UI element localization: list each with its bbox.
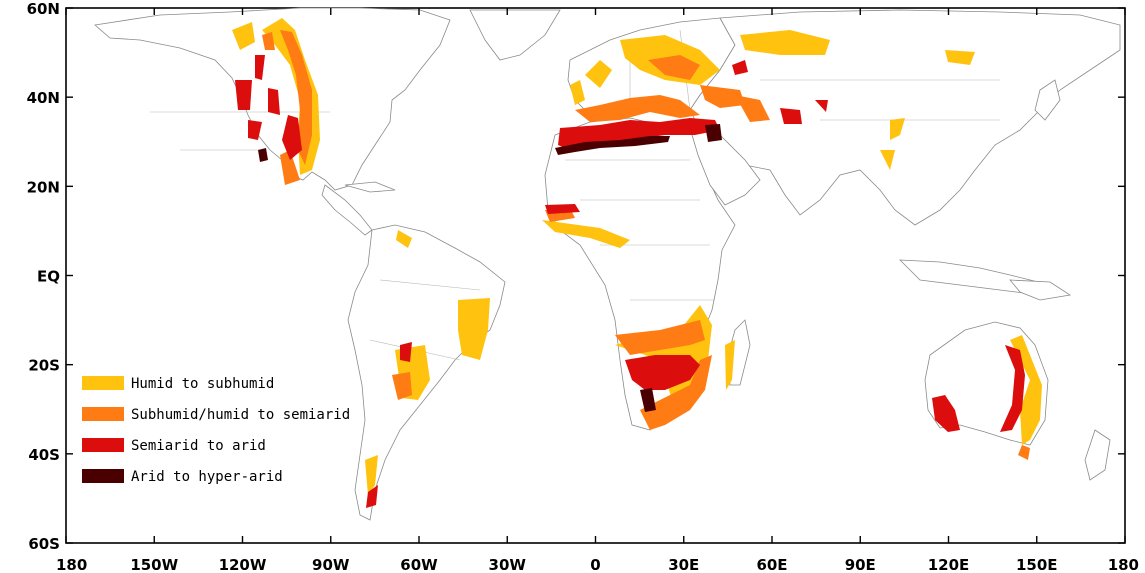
- map-plot-area: [65, 7, 1126, 544]
- y-tick-label: EQ: [37, 268, 60, 286]
- x-tick-label: 90W: [312, 556, 350, 573]
- y-tick-label: 60N: [27, 0, 60, 18]
- zones-subhumid-to-semiarid: [262, 30, 1030, 460]
- x-axis-tick-labels: 180 150W 120W 90W 60W 30W 0 30E 60E 90E 120E 150E 18…: [56, 556, 1139, 573]
- x-tick-label: 180: [56, 556, 87, 573]
- y-tick-label: 40S: [28, 446, 60, 464]
- land-central-america: [321, 184, 373, 236]
- x-tick-label: 60W: [400, 556, 438, 573]
- land-japan: [1034, 79, 1061, 121]
- x-tick-label: 180: [1108, 556, 1139, 573]
- y-tick-label: 20N: [27, 178, 60, 196]
- x-tick-label: 60E: [756, 556, 787, 573]
- legend-label: Semiarid to arid: [131, 438, 266, 454]
- x-tick-label: 150E: [1016, 556, 1058, 573]
- x-tick-label: 30W: [489, 556, 527, 573]
- legend-label: Humid to subhumid: [131, 376, 274, 392]
- x-tick-label: 150W: [130, 556, 178, 573]
- x-tick-label: 90E: [845, 556, 876, 573]
- legend-swatch: [82, 469, 124, 483]
- y-axis-tick-labels: 60N 40N 20N EQ 20S 40S 60S: [27, 0, 60, 553]
- land-greenland: [469, 9, 561, 61]
- x-tick-label: 30E: [668, 556, 699, 573]
- legend-swatch: [82, 376, 124, 390]
- legend-swatch: [82, 407, 124, 421]
- axis-tick-marks: [65, 7, 1126, 544]
- y-tick-label: 40N: [27, 89, 60, 107]
- land-new-guinea: [1009, 279, 1072, 301]
- land-cuba: [344, 181, 396, 193]
- transition-zones: [232, 18, 1042, 508]
- legend-label: Arid to hyper-arid: [131, 469, 283, 485]
- x-tick-label: 120W: [219, 556, 267, 573]
- y-tick-label: 60S: [28, 535, 60, 553]
- zones-arid-to-hyperarid: [258, 124, 722, 412]
- x-tick-label: 0: [590, 556, 600, 573]
- land-arabia: [689, 127, 761, 206]
- land-new-zealand: [1084, 429, 1111, 481]
- legend: Humid to subhumid Subhumid/humid to semia…: [82, 376, 350, 485]
- y-tick-label: 20S: [28, 357, 60, 375]
- legend-label: Subhumid/humid to semiarid: [131, 407, 350, 423]
- legend-swatch: [82, 438, 124, 452]
- x-tick-label: 120E: [928, 556, 970, 573]
